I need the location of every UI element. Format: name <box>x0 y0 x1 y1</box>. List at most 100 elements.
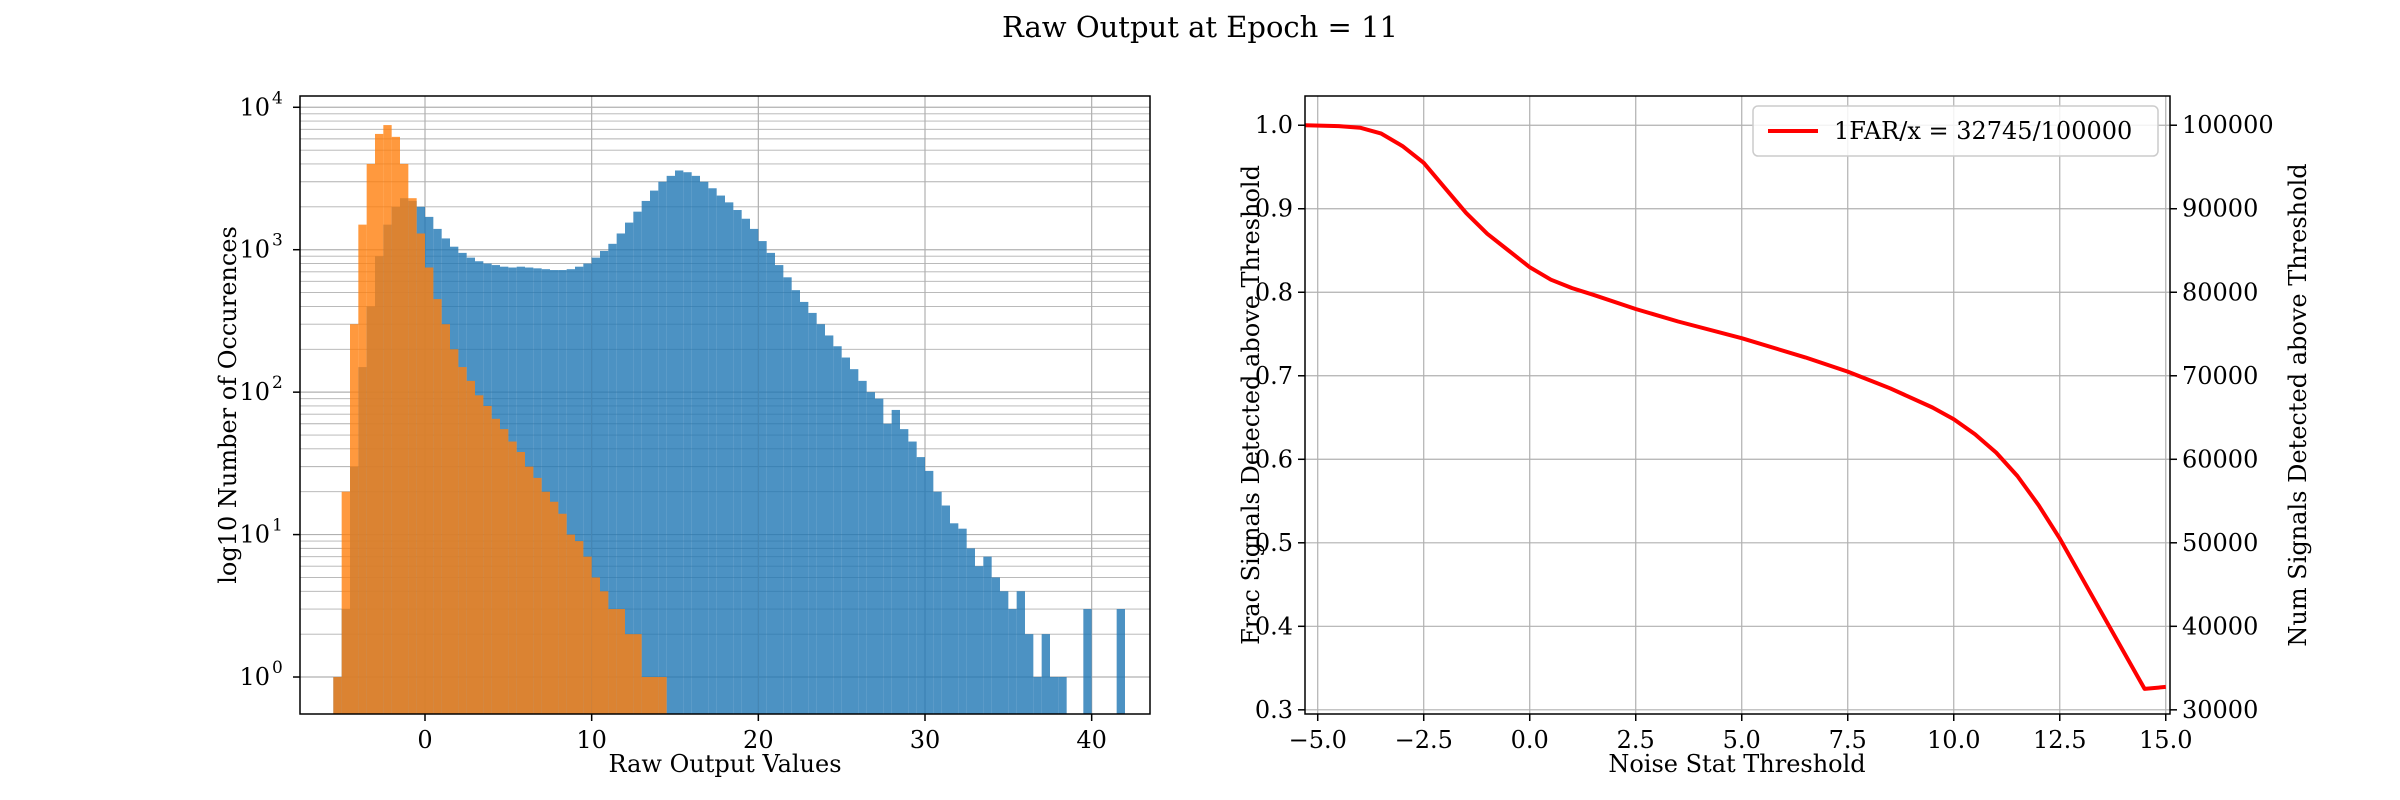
histogram-bar <box>608 609 617 714</box>
histogram-bar <box>908 441 917 714</box>
histogram-bar <box>508 441 517 714</box>
histogram-bar <box>758 241 767 714</box>
histogram-bar <box>708 188 717 714</box>
y-tick-label: 10 <box>239 521 270 549</box>
histogram-bar <box>825 335 834 714</box>
histogram-bar <box>1041 634 1050 714</box>
histogram-bar <box>900 429 909 714</box>
histogram-bar <box>600 250 609 714</box>
histogram-bar <box>466 380 475 714</box>
histogram-bar <box>858 380 867 714</box>
y-tick-exponent: 0 <box>272 658 283 678</box>
legend: 1FAR/x = 32745/100000 <box>1752 105 2159 157</box>
histogram-bar <box>641 677 650 714</box>
histogram-bar <box>516 452 525 714</box>
histogram-bar <box>658 181 667 715</box>
histogram-bar <box>608 243 617 714</box>
x-tick-label: 30 <box>910 726 941 754</box>
histogram-bar <box>791 290 800 714</box>
detection-x-axis-label: Noise Stat Threshold <box>1608 750 1865 778</box>
histogram-bar <box>925 470 934 714</box>
x-tick-label: 40 <box>1076 726 1107 754</box>
detection-x-ticks: −5.0 −2.5 0.0 2.5 5.0 7.5 10.0 12.5 15.0 <box>1289 714 2192 754</box>
x-tick-label: 7.5 <box>1829 726 1867 754</box>
right-y-tick-label: 50000 <box>2182 529 2258 557</box>
histogram-bar <box>775 265 784 714</box>
histogram-series-1 <box>333 125 667 715</box>
histogram-bar <box>1000 591 1009 714</box>
y-tick-label: 0.7 <box>1255 362 1293 390</box>
histogram-bar <box>1008 609 1017 714</box>
histogram-bar <box>1050 677 1059 714</box>
histogram-bar <box>1083 609 1092 714</box>
histogram-bar <box>441 324 450 714</box>
right-y-tick-label: 30000 <box>2182 696 2258 724</box>
histogram-bar <box>875 398 884 714</box>
y-tick-label: 10 <box>239 378 270 406</box>
right-y-tick-label: 70000 <box>2182 362 2258 390</box>
histogram-bar <box>350 324 359 714</box>
y-tick-label: 0.5 <box>1255 529 1293 557</box>
histogram-bar <box>416 233 425 714</box>
detection-right-y-axis-label: Num Signals Detected above Threshold <box>2284 163 2312 646</box>
histogram-bar <box>950 523 959 714</box>
histogram-bar <box>866 392 875 714</box>
histogram-bar <box>800 301 809 714</box>
histogram-bar <box>966 548 975 714</box>
histogram-bar <box>650 677 659 714</box>
histogram-bar <box>625 634 634 714</box>
y-tick-label: 10 <box>239 93 270 121</box>
histogram-bar <box>750 228 759 714</box>
histogram-x-ticks: 0 10 20 30 40 <box>417 714 1107 754</box>
x-tick-label: 0 <box>417 726 432 754</box>
histogram-bar <box>633 211 642 715</box>
histogram-bar <box>808 312 817 714</box>
histogram-bar <box>583 556 592 714</box>
right-y-tick-label: 90000 <box>2182 195 2258 223</box>
histogram-bar <box>558 270 567 714</box>
y-tick-label: 10 <box>239 663 270 691</box>
histogram-bar <box>616 233 625 714</box>
x-tick-label: 10 <box>576 726 607 754</box>
histogram-bar <box>475 395 484 714</box>
histogram-bar <box>883 423 892 714</box>
y-tick-label: 0.6 <box>1255 445 1293 473</box>
histogram-bar <box>341 491 350 714</box>
histogram-bar <box>433 299 442 714</box>
histogram-bar <box>550 501 559 714</box>
histogram-bar <box>391 136 400 715</box>
y-tick-exponent: 4 <box>272 88 283 108</box>
y-tick-label: 0.9 <box>1255 195 1293 223</box>
histogram-bar <box>1016 591 1025 714</box>
x-tick-label: −2.5 <box>1395 726 1453 754</box>
histogram-bar <box>816 324 825 714</box>
y-tick-exponent: 1 <box>272 516 283 536</box>
histogram-bar <box>625 222 634 714</box>
histogram-bar <box>675 170 684 715</box>
histogram-bar <box>1058 677 1067 714</box>
x-tick-label: 20 <box>743 726 774 754</box>
histogram-bar <box>741 218 750 714</box>
detection-frame <box>1304 95 2171 715</box>
histogram-bar <box>575 541 584 714</box>
histogram-bar <box>716 195 725 714</box>
x-tick-label: −5.0 <box>1289 726 1347 754</box>
y-tick-exponent: 3 <box>272 231 283 251</box>
detection-right-y-ticks: 30000 40000 50000 60000 70000 80000 90000 10000… <box>2170 111 2274 724</box>
histogram-bars <box>333 125 1125 715</box>
histogram-bar <box>358 224 367 714</box>
legend-box <box>1752 105 2159 157</box>
histogram-bar <box>483 405 492 714</box>
histogram-bar <box>525 466 534 714</box>
histogram-bar <box>500 429 509 714</box>
histogram-bar <box>633 634 642 714</box>
histogram-bar <box>850 369 859 714</box>
detection-plot-area <box>1305 96 2170 714</box>
y-tick-label: 1.0 <box>1255 111 1293 139</box>
detection-curve <box>1304 123 2166 691</box>
histogram-bar <box>733 210 742 715</box>
histogram-bar <box>600 591 609 714</box>
right-y-tick-label: 40000 <box>2182 612 2258 640</box>
histogram-bar <box>541 269 550 714</box>
